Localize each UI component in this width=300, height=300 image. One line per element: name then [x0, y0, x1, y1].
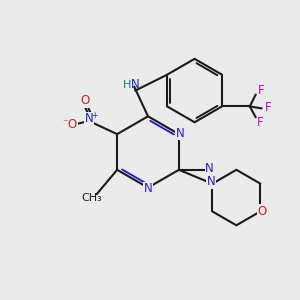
Text: N: N	[131, 78, 140, 91]
Text: +: +	[91, 111, 97, 120]
Text: O: O	[258, 205, 267, 218]
Text: F: F	[265, 101, 272, 114]
Text: CH₃: CH₃	[81, 193, 102, 203]
Text: N: N	[144, 182, 152, 195]
Text: N: N	[205, 162, 214, 175]
Text: H: H	[123, 80, 131, 90]
Text: N: N	[207, 175, 216, 188]
Text: O: O	[81, 94, 90, 107]
Text: N: N	[85, 112, 94, 125]
Text: F: F	[256, 116, 263, 129]
Text: N: N	[176, 127, 184, 140]
Text: O: O	[68, 118, 77, 131]
Text: F: F	[258, 84, 265, 97]
Text: ⁻: ⁻	[63, 118, 68, 129]
